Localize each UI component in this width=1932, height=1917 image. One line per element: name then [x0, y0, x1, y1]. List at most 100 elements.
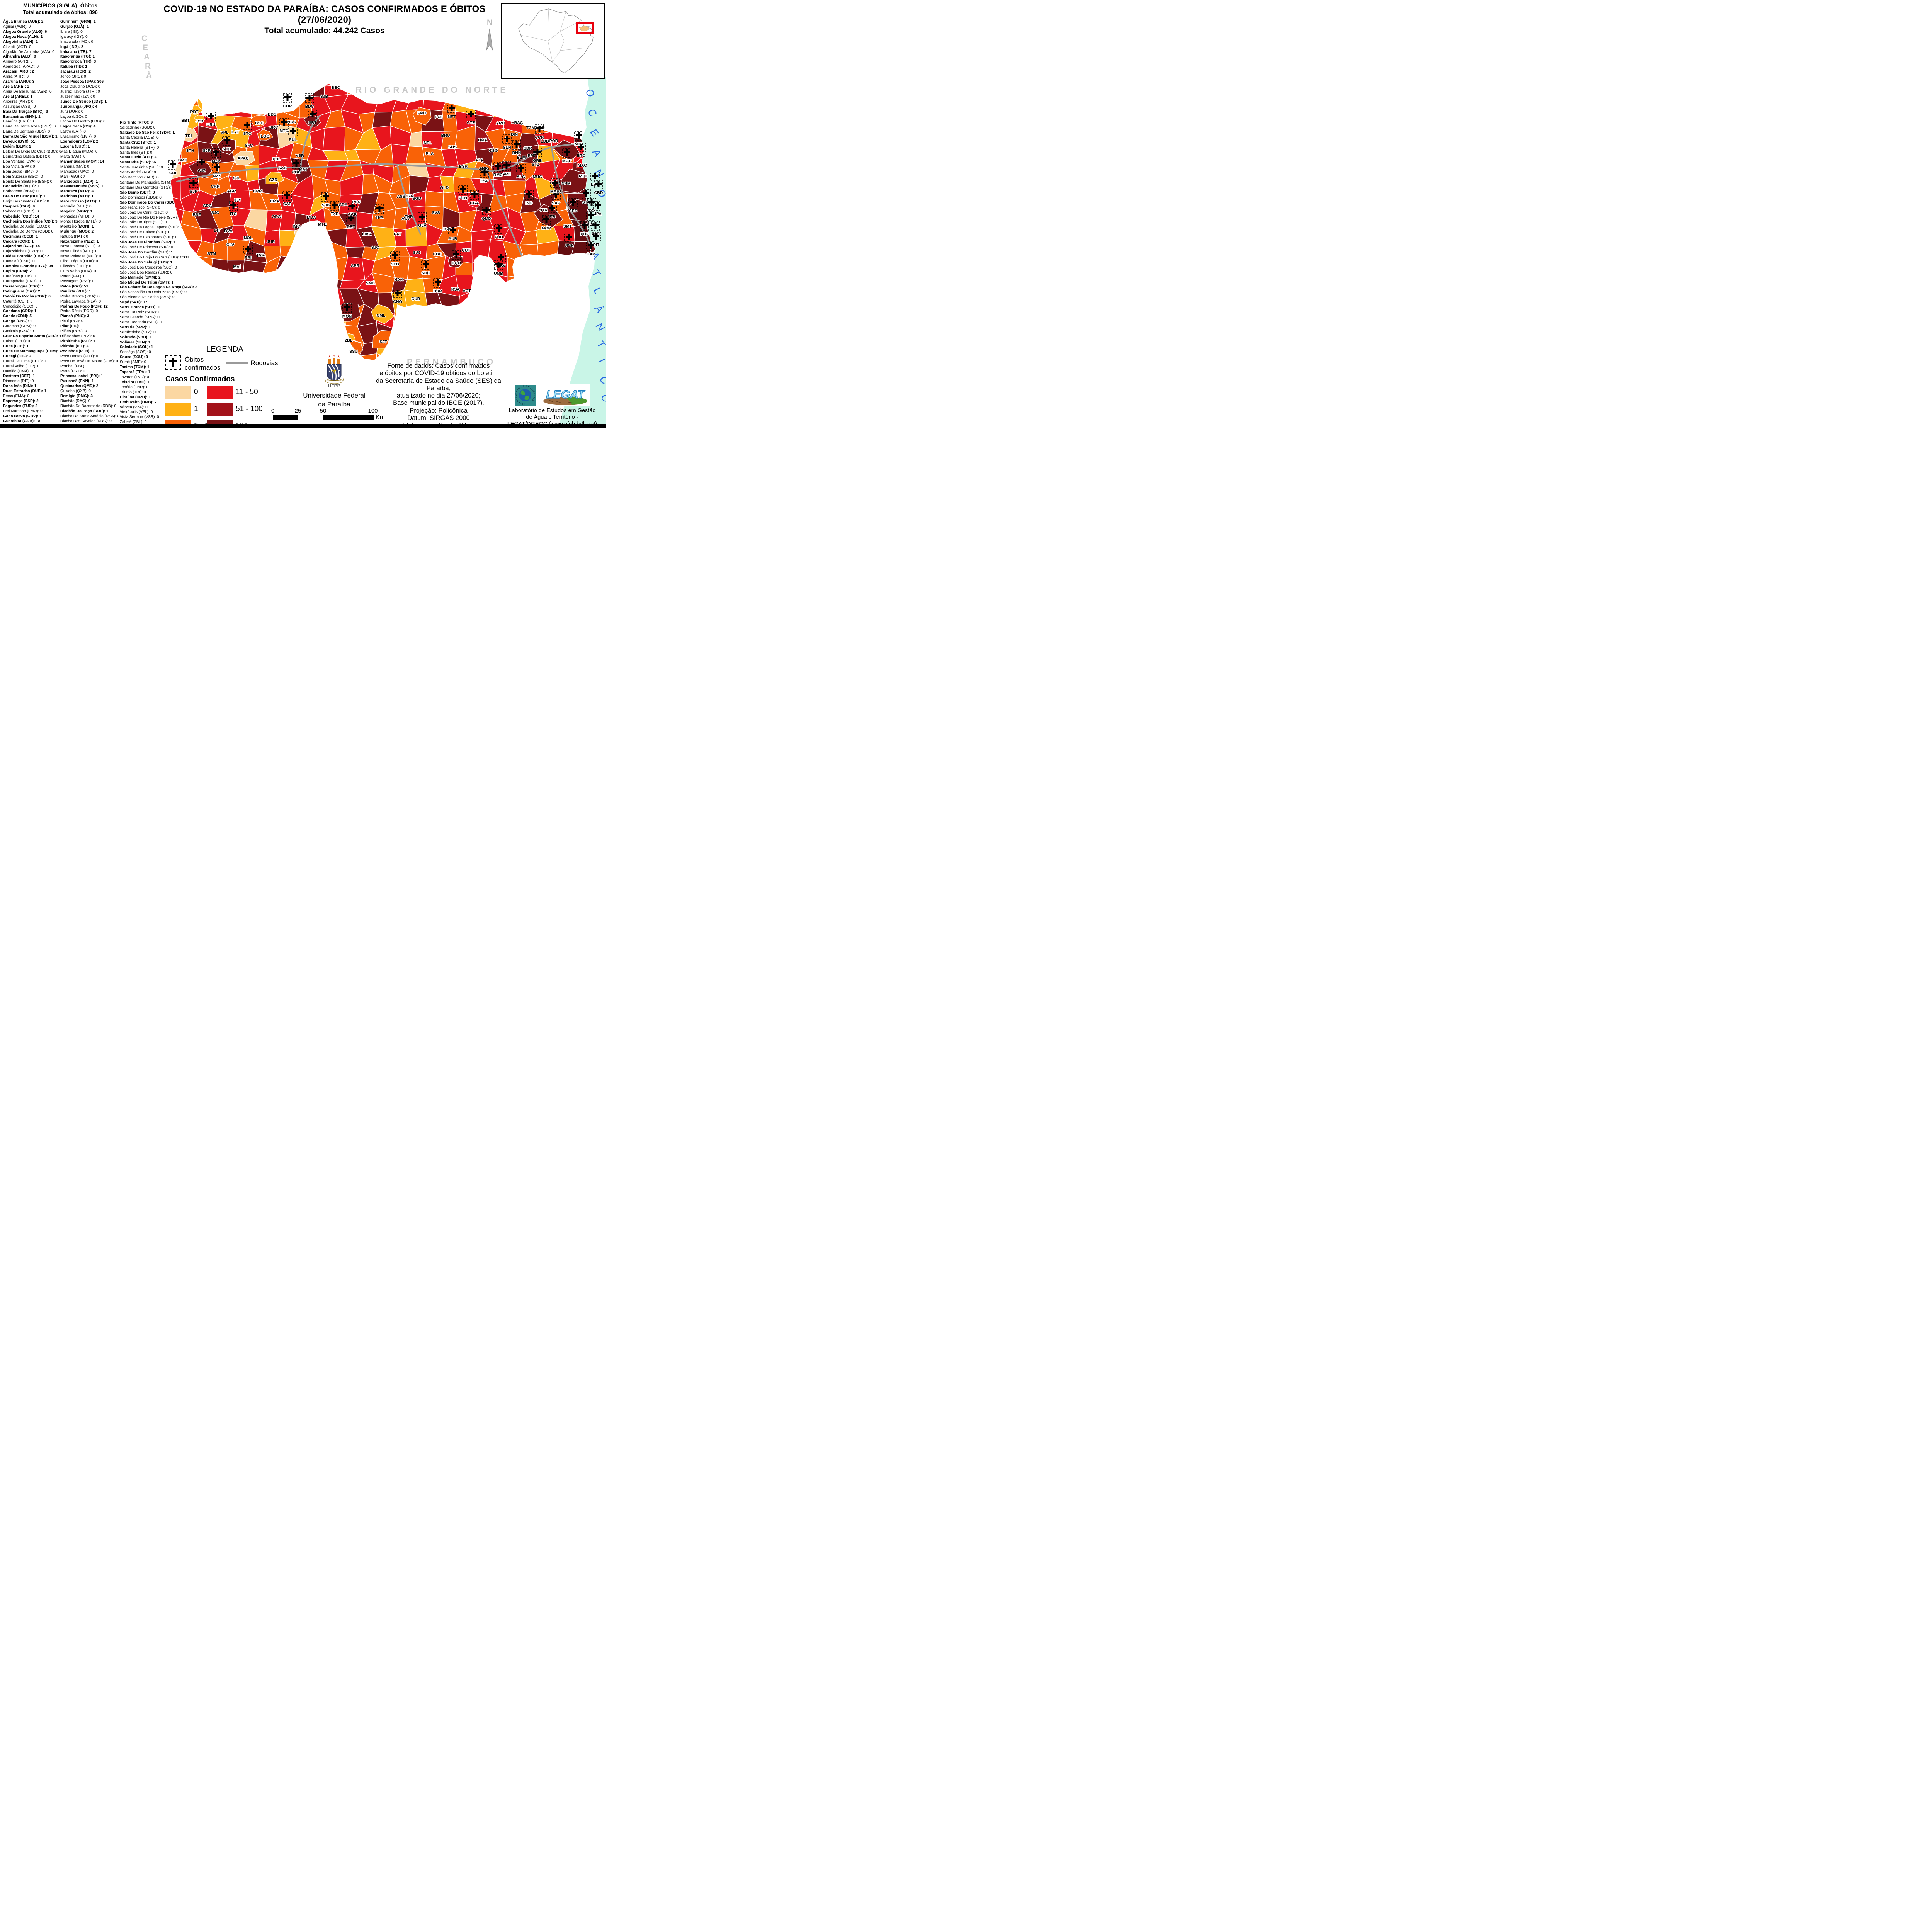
municipality-label: SRG [203, 204, 212, 208]
death-cross-box [551, 190, 561, 200]
municipality-entry: Sossêgo (SOS): 0 [120, 350, 151, 355]
municipality-entry: Imaculada (IMC): 0 [60, 39, 94, 44]
municipality-label: CUB [412, 297, 420, 301]
municipality-label: EMA [270, 199, 279, 204]
municipality-entry: Bananeiras (BNN): 1 [3, 114, 41, 119]
municipality-label: ARE [502, 172, 511, 177]
death-cross-box [594, 180, 603, 189]
municipality-entry: Brejo Do Cruz (BDC): 1 [3, 194, 46, 199]
municipality-entry: Uiraúna (URU): 1 [120, 395, 151, 399]
municipality-label: TNR [405, 214, 413, 219]
death-cross-box [282, 191, 292, 201]
data-source-text: Fonte de dados: Casos confirmados e óbito… [369, 362, 508, 428]
municipality-label: BQO [452, 261, 461, 265]
municipality-entry: Emas (EMA): 0 [3, 394, 29, 399]
municipality-label: MGP [562, 159, 571, 163]
municipality-label: PDF [581, 232, 589, 236]
paraiba-highlight [579, 25, 590, 32]
municipality-entry: Boqueirão (BQO): 1 [3, 184, 39, 189]
municipality-label: BNN [512, 151, 521, 155]
municipality-entry: Vista Serrana (VSR): 0 [120, 415, 159, 420]
municipality-label: PAT [394, 232, 401, 236]
municipality-label: BDC [305, 104, 314, 109]
municipality-entry: Tacima (TCM): 1 [120, 365, 150, 370]
municipality-label: OLD [440, 185, 449, 190]
municipality-entry: Massaranduba (MSS): 1 [60, 184, 104, 189]
municipality-label: CNG [393, 299, 402, 304]
municipality-entry: Juru (JUR): 0 [60, 109, 83, 114]
municipality-entry: Curral De Cima (CDC): 0 [3, 359, 46, 364]
death-cross-box [342, 303, 352, 313]
municipality-label: ALG [517, 175, 525, 179]
municipality-entry: Lagoa Seca (GS): 4 [60, 124, 96, 129]
municipality-label: PCI [435, 115, 442, 119]
municipality-entry: Marcação (MAC): 0 [60, 169, 94, 174]
municipality-label: MGR [542, 226, 551, 231]
municipality-entry: Cuité (CTE): 1 [3, 344, 29, 348]
municipality-entry: Alagoinha (ALH): 1 [3, 39, 38, 44]
death-cross-box [516, 164, 526, 173]
municipality-label: JZN [406, 194, 414, 199]
municipality-entry: Junco Do Seridó (JDS): 1 [60, 99, 107, 104]
ufpb-name-line1: Universidade Federal [303, 392, 366, 399]
municipality-entry: Livramento (LIVR): 0 [60, 134, 96, 139]
municipality-entry: São José Dos Ramos (SJR): 0 [120, 270, 173, 275]
municipality-label: CZR [269, 178, 277, 182]
municipality-label: NPL [424, 141, 432, 145]
municipality-entry: Aparecida (APAC): 0 [3, 65, 39, 69]
municipality-label: CGA [470, 201, 479, 206]
municipality-entry: Belém Do Brejo Do Cruz (BBC): 0 [3, 149, 61, 154]
municipality-entry: Monteiro (MON): 1 [60, 224, 94, 229]
municipality-entry: Capim (CPM): 2 [3, 269, 32, 274]
municipality-entry: Damião (DMÃ): 0 [3, 369, 33, 374]
municipality-entry: São José Dos Cordeiros (SJC): 0 [120, 265, 177, 270]
deaths-cross-icon [165, 355, 181, 370]
municipality-entry: Cacimba De Dentro (CDD): 0 [3, 229, 54, 234]
municipality-entry: Riachão Do Bacamarte (RDB): 0 [60, 404, 117, 408]
scale-tick: 100 [368, 408, 378, 414]
municipality-entry: Cajazeirinhas (CZR): 0 [3, 249, 43, 254]
municipality-label: ING [526, 201, 533, 206]
municipality-entry: Pilões (POS): 0 [60, 329, 87, 334]
death-cross-box [542, 215, 551, 225]
municipality-label: JRC [270, 125, 278, 130]
municipality-entry: Princesa Isabel (PRI): 1 [60, 374, 103, 379]
municipality-label: SEB [391, 262, 399, 267]
municipality-entry: Serra Da Raiz (SDR): 0 [120, 310, 160, 315]
death-cross-box [168, 160, 177, 170]
death-cross-box [524, 190, 534, 200]
municipality-label: BSC [255, 121, 264, 126]
municipality-label: DIN [511, 132, 518, 137]
municipality-entry: São Francisco (SFC): 0 [120, 205, 160, 210]
municipality-entry: São José Da Lagoa Tapada (SJL): 0 [120, 225, 182, 230]
ufpb-logo: ⚜ SAPIENTIA ÆDIFICAT UFPB [325, 355, 344, 389]
svg-text:LEGAT: LEGAT [546, 388, 585, 401]
svg-text:SAPIENTIA ÆDIFICAT: SAPIENTIA ÆDIFICAT [325, 380, 343, 382]
death-cross-box [346, 214, 355, 223]
scale-unit: Km [376, 414, 385, 421]
municipality-entry: Santo André (ATA): 0 [120, 170, 156, 175]
municipality-label: JPA [594, 212, 602, 216]
death-cross-box [582, 189, 591, 199]
ufpb-block: ⚜ SAPIENTIA ÆDIFICAT UFPB Universidade F… [298, 355, 371, 409]
municipality-entry: Prata (PRT): 0 [60, 369, 85, 374]
municipality-label: RAÇ [514, 121, 523, 125]
death-cross-box [502, 161, 511, 171]
municipality-label: SJB [322, 203, 330, 207]
death-cross-box [564, 233, 573, 242]
deaths-legend-label: Óbitos confirmados [185, 356, 221, 372]
municipality-label: BRU [441, 133, 450, 138]
death-cross-box [305, 93, 314, 103]
municipality-label: BSF [193, 212, 201, 217]
municipality-entry: São Bentinho (SAB): 0 [120, 175, 159, 180]
municipality-entry: Riachão Do Poço (RDP): 1 [60, 409, 109, 413]
municipality-entry: Araruna (ARU): 3 [3, 80, 35, 84]
municipality-label: SJT [379, 340, 387, 344]
list-header: MUNICÍPIOS (SIGLA): Óbitos Total acumula… [2, 2, 118, 15]
municipality-entry: Itapororoca (ITR): 3 [60, 59, 96, 64]
legend-swatch [207, 386, 233, 399]
scale-tick: 25 [294, 408, 301, 414]
scale-bar-segment [323, 415, 374, 420]
municipality-entry: Piancó (PNC): 3 [60, 314, 90, 319]
